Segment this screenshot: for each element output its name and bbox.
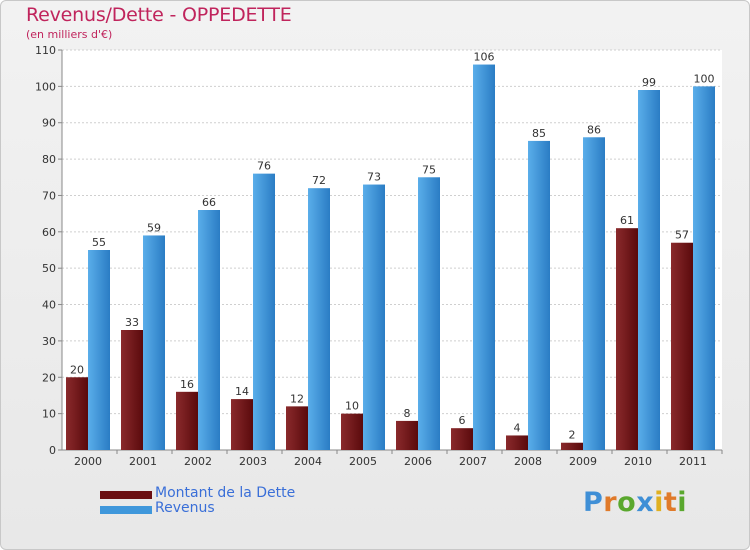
legend-label-dette: Montant de la Dette	[155, 485, 296, 501]
x-tick-label: 2007	[459, 455, 487, 468]
bar-dette	[616, 228, 638, 450]
bar-revenus	[583, 137, 605, 451]
logo-letter: t	[663, 487, 678, 518]
logo-letter: i	[654, 487, 664, 518]
bar-dette	[506, 435, 528, 450]
data-label-revenus: 72	[312, 174, 326, 187]
logo-letter: i	[677, 487, 688, 518]
y-tick-label: 50	[42, 262, 56, 275]
data-label-revenus: 76	[257, 160, 271, 173]
logo-letter: x	[636, 487, 655, 518]
bar-dette	[66, 377, 88, 450]
data-label-dette: 12	[290, 392, 304, 405]
data-label-dette: 6	[459, 414, 466, 427]
y-tick-label: 10	[42, 408, 56, 421]
bar-revenus	[88, 250, 110, 450]
x-tick-label: 2002	[184, 455, 212, 468]
bar-revenus	[198, 210, 220, 450]
data-label-revenus: 73	[367, 171, 381, 184]
data-label-dette: 57	[675, 229, 689, 242]
bar-dette	[341, 413, 363, 450]
x-tick-label: 2004	[294, 455, 322, 468]
logo-letter: P	[583, 487, 604, 518]
y-tick-label: 0	[49, 444, 56, 457]
plot-area	[62, 50, 722, 450]
chart-title: Revenus/Dette - OPPEDETTE	[26, 4, 292, 26]
data-label-dette: 14	[235, 385, 249, 398]
legend-label-revenus: Revenus	[155, 500, 215, 516]
bar-dette	[286, 406, 308, 450]
bar-dette	[176, 391, 198, 450]
y-tick-label: 70	[42, 189, 56, 202]
bar-revenus	[253, 173, 275, 451]
bar-dette	[231, 399, 253, 450]
data-label-revenus: 85	[532, 127, 546, 140]
y-tick-label: 100	[35, 80, 56, 93]
chart-subtitle: (en milliers d'€)	[26, 28, 113, 41]
data-label-dette: 16	[180, 378, 194, 391]
data-label-dette: 2	[569, 429, 576, 442]
y-tick-label: 20	[42, 371, 56, 384]
data-label-revenus: 86	[587, 123, 601, 136]
y-tick-label: 40	[42, 299, 56, 312]
data-label-dette: 61	[620, 214, 634, 227]
data-label-revenus: 99	[642, 76, 656, 89]
data-label-revenus: 75	[422, 163, 436, 176]
bar-revenus	[693, 86, 715, 450]
y-tick-label: 90	[42, 117, 56, 130]
legend-swatch-dette	[100, 491, 152, 499]
data-label-dette: 4	[514, 421, 521, 434]
data-label-revenus: 59	[147, 221, 161, 234]
bar-revenus	[418, 177, 440, 451]
y-tick-label: 110	[35, 44, 56, 57]
x-tick-label: 2005	[349, 455, 377, 468]
data-label-revenus: 106	[474, 51, 495, 64]
data-label-dette: 10	[345, 400, 359, 413]
logo-letter: o	[617, 487, 637, 518]
data-label-revenus: 100	[694, 72, 715, 85]
logo-letter: r	[603, 487, 618, 518]
bar-dette	[451, 428, 473, 450]
x-tick-label: 2006	[404, 455, 432, 468]
x-tick-label: 2009	[569, 455, 597, 468]
x-tick-label: 2003	[239, 455, 267, 468]
proxiti-logo: Proxiti	[583, 487, 687, 518]
y-tick-label: 30	[42, 335, 56, 348]
bar-dette	[561, 442, 583, 450]
bar-revenus	[638, 90, 660, 450]
x-tick-label: 2001	[129, 455, 157, 468]
bar-revenus	[143, 235, 165, 450]
data-label-dette: 33	[125, 316, 139, 329]
x-tick-label: 2011	[679, 455, 707, 468]
bar-dette	[396, 420, 418, 450]
bar-revenus	[363, 184, 385, 450]
bar-revenus	[473, 64, 495, 450]
data-label-dette: 20	[70, 363, 84, 376]
y-tick-label: 60	[42, 226, 56, 239]
data-label-revenus: 66	[202, 196, 216, 209]
legend-swatch-revenus	[100, 506, 152, 514]
x-tick-label: 2010	[624, 455, 652, 468]
bar-revenus	[528, 140, 550, 450]
y-tick-label: 80	[42, 153, 56, 166]
data-label-dette: 8	[404, 407, 411, 420]
x-tick-label: 2000	[74, 455, 102, 468]
x-tick-label: 2008	[514, 455, 542, 468]
bar-revenus	[308, 188, 330, 450]
data-label-revenus: 55	[92, 236, 106, 249]
bar-dette	[121, 330, 143, 450]
bar-dette	[671, 242, 693, 450]
